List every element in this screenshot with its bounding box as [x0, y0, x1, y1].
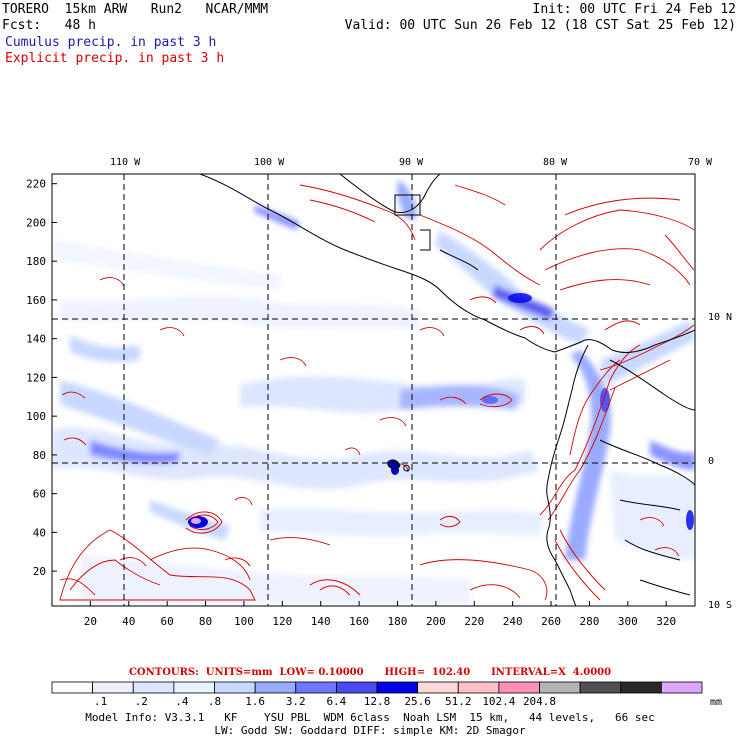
y-tick-label: 220: [26, 178, 46, 191]
legend-label: .2: [135, 695, 148, 708]
explicit-precip-contours: [59, 184, 695, 601]
x-tick-label: 240: [503, 615, 523, 628]
legend-label: 12.8: [364, 695, 391, 708]
x-tick-label: 120: [272, 615, 292, 628]
y-tick-label: 160: [26, 294, 46, 307]
legend-swatch: [620, 681, 662, 694]
y-tick-label: 140: [26, 333, 46, 346]
legend-label: 25.6: [404, 695, 431, 708]
legend-label: .1: [94, 695, 107, 708]
legend-swatch: [173, 681, 215, 694]
axis-ticks: [52, 183, 667, 606]
lon-label-110w: 110 W: [110, 157, 141, 168]
lat-label-0: 0: [708, 456, 715, 467]
cumulus-precip-shading: [52, 180, 695, 605]
legend-swatch: [498, 681, 540, 694]
x-tick-label: 260: [541, 615, 561, 628]
x-tick-label: 100: [234, 615, 254, 628]
legend-label: 51.2: [445, 695, 472, 708]
y-tick-label: 40: [33, 526, 46, 539]
coastlines: [199, 174, 695, 606]
x-tick-label: 60: [161, 615, 174, 628]
lon-label-100w: 100 W: [254, 157, 285, 168]
init-time: Init: 00 UTC Fri 24 Feb 12: [532, 2, 737, 17]
legend-label: 3.2: [286, 695, 306, 708]
x-tick-label: 160: [349, 615, 369, 628]
legend-swatch: [660, 681, 703, 694]
legend-label: 1.6: [245, 695, 265, 708]
legend-swatch: [335, 681, 378, 694]
y-tick-label: 120: [26, 371, 46, 384]
legend-swatch: [457, 681, 500, 694]
cumulus-precip-label: Cumulus precip. in past 3 h: [5, 35, 217, 50]
legend-swatch: [579, 681, 622, 694]
legend-swatch: [92, 681, 134, 694]
legend-swatch: [132, 681, 175, 694]
axis-tick-labels: 20 40 60 80 100 120 140 160 180 200 220 240 260 280 30…: [26, 178, 676, 628]
x-tick-label: 180: [388, 615, 408, 628]
model-info-line1: Model Info: V3.3.1 KF YSU PBL WDM 6class…: [85, 711, 655, 724]
y-tick-label: 200: [26, 216, 46, 229]
legend-swatch: [254, 681, 297, 694]
forecast-hour: Fcst: 48 h: [2, 18, 96, 33]
legend-swatch: [214, 681, 256, 694]
valid-time: Valid: 00 UTC Sun 26 Feb 12 (18 CST Sat …: [344, 18, 736, 33]
x-tick-label: 40: [122, 615, 135, 628]
y-tick-label: 80: [33, 449, 46, 462]
legend-unit: mm: [710, 697, 722, 708]
x-tick-label: 80: [199, 615, 212, 628]
legend-swatch: [417, 681, 459, 694]
x-tick-label: 20: [84, 615, 97, 628]
explicit-precip-label: Explicit precip. in past 3 h: [5, 51, 225, 66]
model-run-title: TORERO 15km ARW Run2 NCAR/MMM: [2, 2, 269, 17]
contour-info: CONTOURS: UNITS=mm LOW= 0.10000 HIGH= 10…: [128, 667, 612, 678]
model-info-line2: LW: Godd SW: Goddard DIFF: simple KM: 2D…: [214, 724, 526, 737]
x-tick-label: 320: [656, 615, 676, 628]
x-tick-label: 300: [618, 615, 638, 628]
intense-precip-cores: [188, 293, 694, 530]
lat-label-10s: 10 S: [708, 600, 733, 611]
map-frame: [51, 173, 696, 607]
x-tick-label: 140: [311, 615, 331, 628]
x-tick-label: 220: [464, 615, 484, 628]
lon-label-80w: 80 W: [543, 157, 568, 168]
x-tick-label: 200: [426, 615, 446, 628]
legend-label: .4: [175, 695, 189, 708]
lon-label-90w: 90 W: [399, 157, 424, 168]
legend-label: 102.4: [482, 695, 515, 708]
legend-label: 204.8: [523, 695, 556, 708]
legend-label: .8: [208, 695, 221, 708]
legend-swatch: [539, 681, 581, 694]
x-tick-label: 280: [579, 615, 599, 628]
color-legend-bar: .1.2.4.8 1.6 3.2 6.4 12.8 25.6 51.2 102.4 204.8 …: [51, 681, 722, 708]
legend-swatch: [376, 681, 419, 694]
lat-lon-grid: [52, 174, 695, 606]
y-tick-label: 180: [26, 255, 46, 268]
legend-swatch: [295, 681, 337, 694]
y-tick-label: 60: [33, 488, 46, 501]
y-tick-label: 20: [33, 565, 46, 578]
legend-label: 6.4: [326, 695, 346, 708]
y-tick-label: 100: [26, 410, 46, 423]
lat-label-10n: 10 N: [708, 312, 733, 323]
legend-swatch: [51, 681, 94, 694]
lon-label-70w: 70 W: [688, 157, 713, 168]
